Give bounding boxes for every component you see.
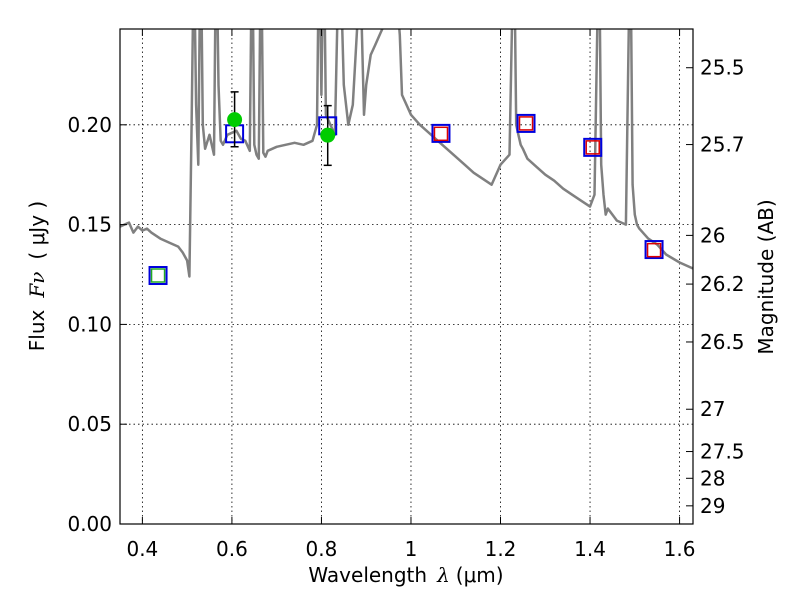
x-tick-label: 1.4 — [574, 537, 606, 561]
x-tick-labels: 0.4 0.6 0.8 1 1.2 1.4 1.6 — [126, 537, 695, 561]
photometry-markers — [148, 91, 664, 286]
model-photometry-square — [431, 123, 451, 143]
x-tick-label: 0.4 — [126, 537, 158, 561]
axis-ticks — [120, 29, 693, 525]
y-axis-symbol: Fν — [25, 272, 49, 299]
observed-photometry-square — [585, 140, 600, 155]
y-tick-label: 0.05 — [67, 412, 112, 436]
x-tick-label: 1.6 — [664, 537, 696, 561]
model-photometry-square — [148, 266, 168, 286]
observed-photometry-square — [433, 126, 449, 142]
model-photometry-square — [516, 113, 536, 133]
x-tick-label: 0.8 — [306, 537, 338, 561]
x-tick-label: 1.2 — [485, 537, 517, 561]
x-tick-label: 0.6 — [216, 537, 248, 561]
observed-flux-point — [227, 112, 243, 128]
x-axis-symbol: λ — [436, 563, 450, 587]
y-tick-label: 0.15 — [67, 213, 112, 237]
y2-tick-labels: 25.5 25.7 26 26.2 26.5 27 27.528 29 — [700, 56, 745, 518]
x-axis-label: Wavelength — [308, 563, 427, 587]
y2-tick-label: 26 — [700, 223, 725, 247]
y2-tick-label: 25.7 — [700, 133, 745, 157]
y2-tick-label: 25.5 — [700, 56, 745, 80]
y-tick-labels: 0.00 0.05 0.10 0.15 0.20 — [67, 113, 112, 536]
y-axis-title: Flux Fν ( μJy ) — [25, 201, 49, 351]
sed-model-line — [120, 29, 693, 278]
observed-flux-point — [320, 127, 336, 143]
y2-axis-title: Magnitude (AB) — [754, 199, 778, 354]
model-photometry-square — [644, 240, 664, 260]
observed-photometry-square — [646, 242, 662, 258]
y-tick-label: 0.20 — [67, 113, 112, 137]
y-tick-label: 0.00 — [67, 512, 112, 536]
model-photometry-square — [583, 137, 603, 157]
x-axis-unit: (μm) — [456, 563, 504, 587]
x-axis-title: Wavelength λ (μm) — [308, 563, 503, 587]
observed-photometry-square — [518, 116, 534, 131]
observed-photometry-square — [150, 268, 166, 283]
y2-tick-label: 27.5 — [700, 440, 745, 464]
grid-lines — [120, 29, 693, 525]
y2-tick-label: 28 — [700, 466, 725, 490]
y-tick-label: 0.10 — [67, 312, 112, 336]
y2-tick-label: 26.2 — [700, 272, 745, 296]
x-tick-label: 1 — [405, 537, 418, 561]
y2-tick-label: 27 — [700, 397, 725, 421]
y2-tick-label: 26.5 — [700, 330, 745, 354]
y2-tick-label: 29 — [700, 494, 725, 518]
y-axis-unit: ( μJy ) — [25, 201, 49, 260]
y-axis-label: Flux — [25, 309, 49, 351]
plot-frame — [119, 28, 694, 525]
